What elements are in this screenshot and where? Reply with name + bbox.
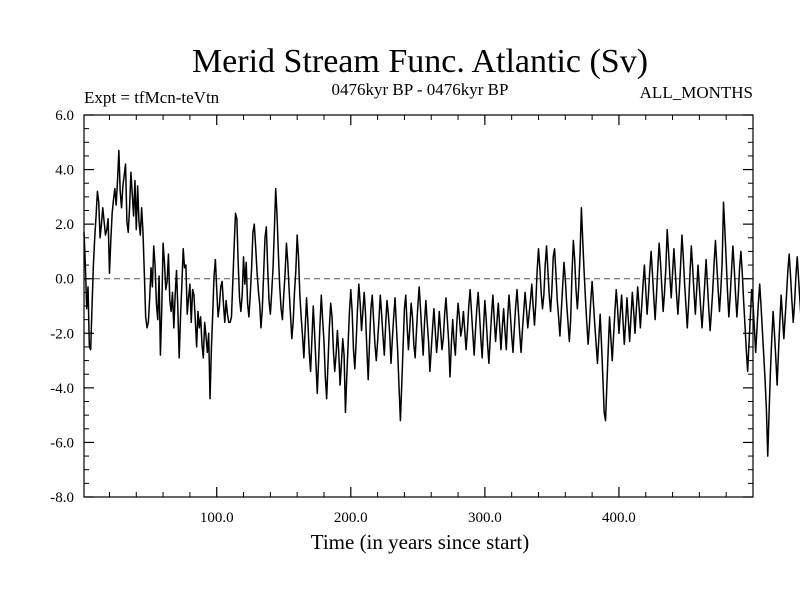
y-tick-label: 4.0 <box>55 163 74 179</box>
period-label: 0476kyr BP - 0476kyr BP <box>332 80 509 99</box>
y-tick-label: 0.0 <box>55 272 74 288</box>
y-tick-label: 6.0 <box>55 108 74 124</box>
months-label: ALL_MONTHS <box>640 83 753 102</box>
y-tick-label: -2.0 <box>50 326 74 342</box>
axes: 100.0 200.0 300.0 400.0 -8.0 -6.0 -4.0 -2.0 0.0 2… <box>50 108 754 526</box>
y-tick-label: -8.0 <box>50 490 74 506</box>
y-tick-label: -4.0 <box>50 381 74 397</box>
x-tick-label: 300.0 <box>468 510 502 526</box>
x-axis-label: Time (in years since start) <box>311 530 530 554</box>
x-tick-label: 400.0 <box>602 510 636 526</box>
data-series-line-1 <box>83 149 800 457</box>
chart-title: Merid Stream Func. Atlantic (Sv) <box>192 43 648 80</box>
x-tick-label: 100.0 <box>200 510 234 526</box>
y-tick-label: -6.0 <box>50 435 74 451</box>
y-tick-label: 2.0 <box>55 217 74 233</box>
x-tick-label: 200.0 <box>334 510 368 526</box>
experiment-label: Expt = tfMcn-teVtn <box>84 88 220 107</box>
plot-area <box>83 149 800 457</box>
